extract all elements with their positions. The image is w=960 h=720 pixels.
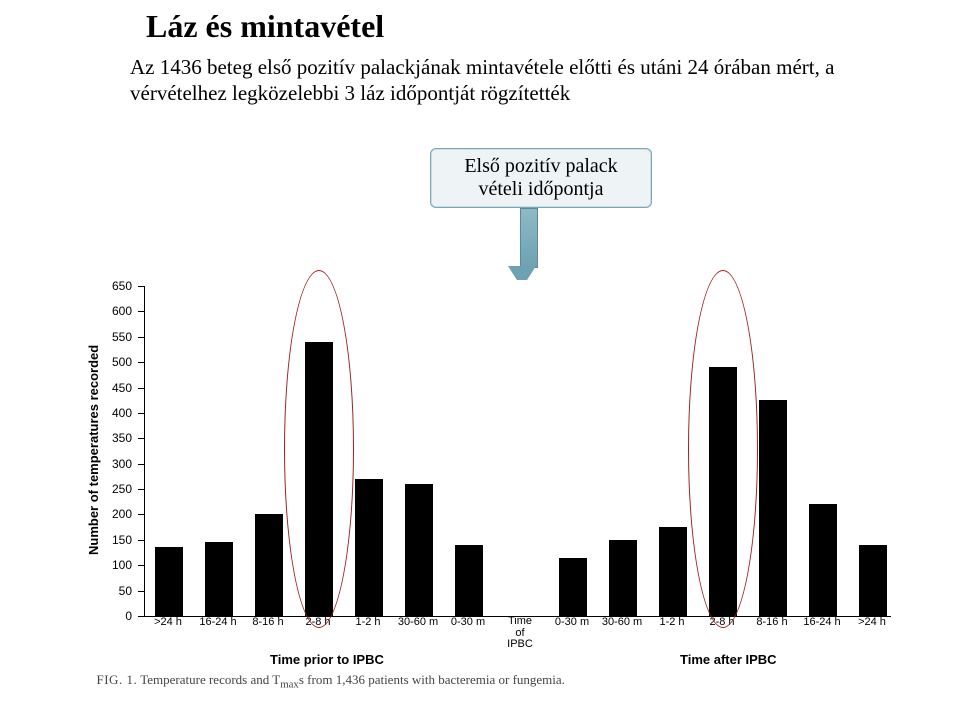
y-tick — [138, 337, 144, 338]
y-tick — [138, 489, 144, 490]
y-tick — [138, 438, 144, 439]
y-tick-label: 650 — [92, 279, 132, 293]
y-tick-label: 50 — [92, 584, 132, 598]
bar — [609, 540, 637, 616]
x-tick-label: 30-60 m — [398, 616, 438, 628]
x-axis-label-right: Time after IPBC — [680, 652, 777, 667]
bar — [559, 558, 587, 616]
x-tick-label: 8-16 h — [756, 616, 787, 628]
callout-line-2: vételi időpontja — [441, 178, 641, 201]
x-tick-label: TimeofIPBC — [500, 616, 540, 651]
x-tick-label: 1-2 h — [355, 616, 380, 628]
bar — [455, 545, 483, 616]
y-tick — [138, 540, 144, 541]
bar — [405, 484, 433, 616]
y-axis-label: Number of temperatures recorded — [86, 345, 101, 555]
y-tick — [138, 388, 144, 389]
x-tick-label: 30-60 m — [602, 616, 642, 628]
y-tick-label: 450 — [92, 381, 132, 395]
highlight-oval — [284, 270, 354, 628]
x-tick-label: >24 h — [154, 616, 182, 628]
x-tick-label: >24 h — [858, 616, 886, 628]
x-tick-label: 16-24 h — [803, 616, 840, 628]
x-tick-label: 0-30 m — [555, 616, 589, 628]
y-tick — [138, 514, 144, 515]
x-tick-label: 16-24 h — [199, 616, 236, 628]
arrow-shaft — [520, 208, 538, 268]
bar — [759, 400, 787, 616]
chart-figure: Number of temperatures recorded Time pri… — [70, 280, 910, 680]
chart-plot-area — [144, 286, 891, 617]
y-tick-label: 0 — [92, 609, 132, 623]
y-tick — [138, 413, 144, 414]
y-tick-label: 600 — [92, 304, 132, 318]
y-tick — [138, 311, 144, 312]
bar — [809, 504, 837, 616]
y-tick-label: 550 — [92, 330, 132, 344]
y-tick — [138, 591, 144, 592]
y-tick-label: 200 — [92, 507, 132, 521]
bar — [859, 545, 887, 616]
y-tick-label: 300 — [92, 457, 132, 471]
highlight-oval — [688, 270, 758, 628]
x-tick-label: 0-30 m — [451, 616, 485, 628]
callout-line-1: Első pozitív palack — [441, 155, 641, 178]
figure-caption: FIG. 1. Temperature records and Tmaxs fr… — [90, 672, 565, 691]
page-title: Láz és mintavétel — [146, 8, 384, 45]
callout-box: Első pozitív palack vételi időpontja — [430, 148, 652, 208]
bar — [659, 527, 687, 616]
x-tick-label: 8-16 h — [252, 616, 283, 628]
y-tick-label: 250 — [92, 482, 132, 496]
y-tick — [138, 362, 144, 363]
y-tick — [138, 565, 144, 566]
y-tick — [138, 616, 144, 617]
x-axis-label-left: Time prior to IPBC — [270, 652, 384, 667]
y-tick-label: 100 — [92, 558, 132, 572]
y-tick-label: 400 — [92, 406, 132, 420]
y-tick — [138, 464, 144, 465]
x-tick-label: 1-2 h — [659, 616, 684, 628]
bar — [155, 547, 183, 616]
slide: Láz és mintavétel Az 1436 beteg első poz… — [0, 0, 960, 720]
bar — [205, 542, 233, 616]
y-tick-label: 500 — [92, 355, 132, 369]
description-text: Az 1436 beteg első pozitív palackjának m… — [130, 54, 850, 107]
bar — [255, 514, 283, 616]
y-tick — [138, 286, 144, 287]
y-tick-label: 350 — [92, 431, 132, 445]
y-tick-label: 150 — [92, 533, 132, 547]
bar — [355, 479, 383, 616]
